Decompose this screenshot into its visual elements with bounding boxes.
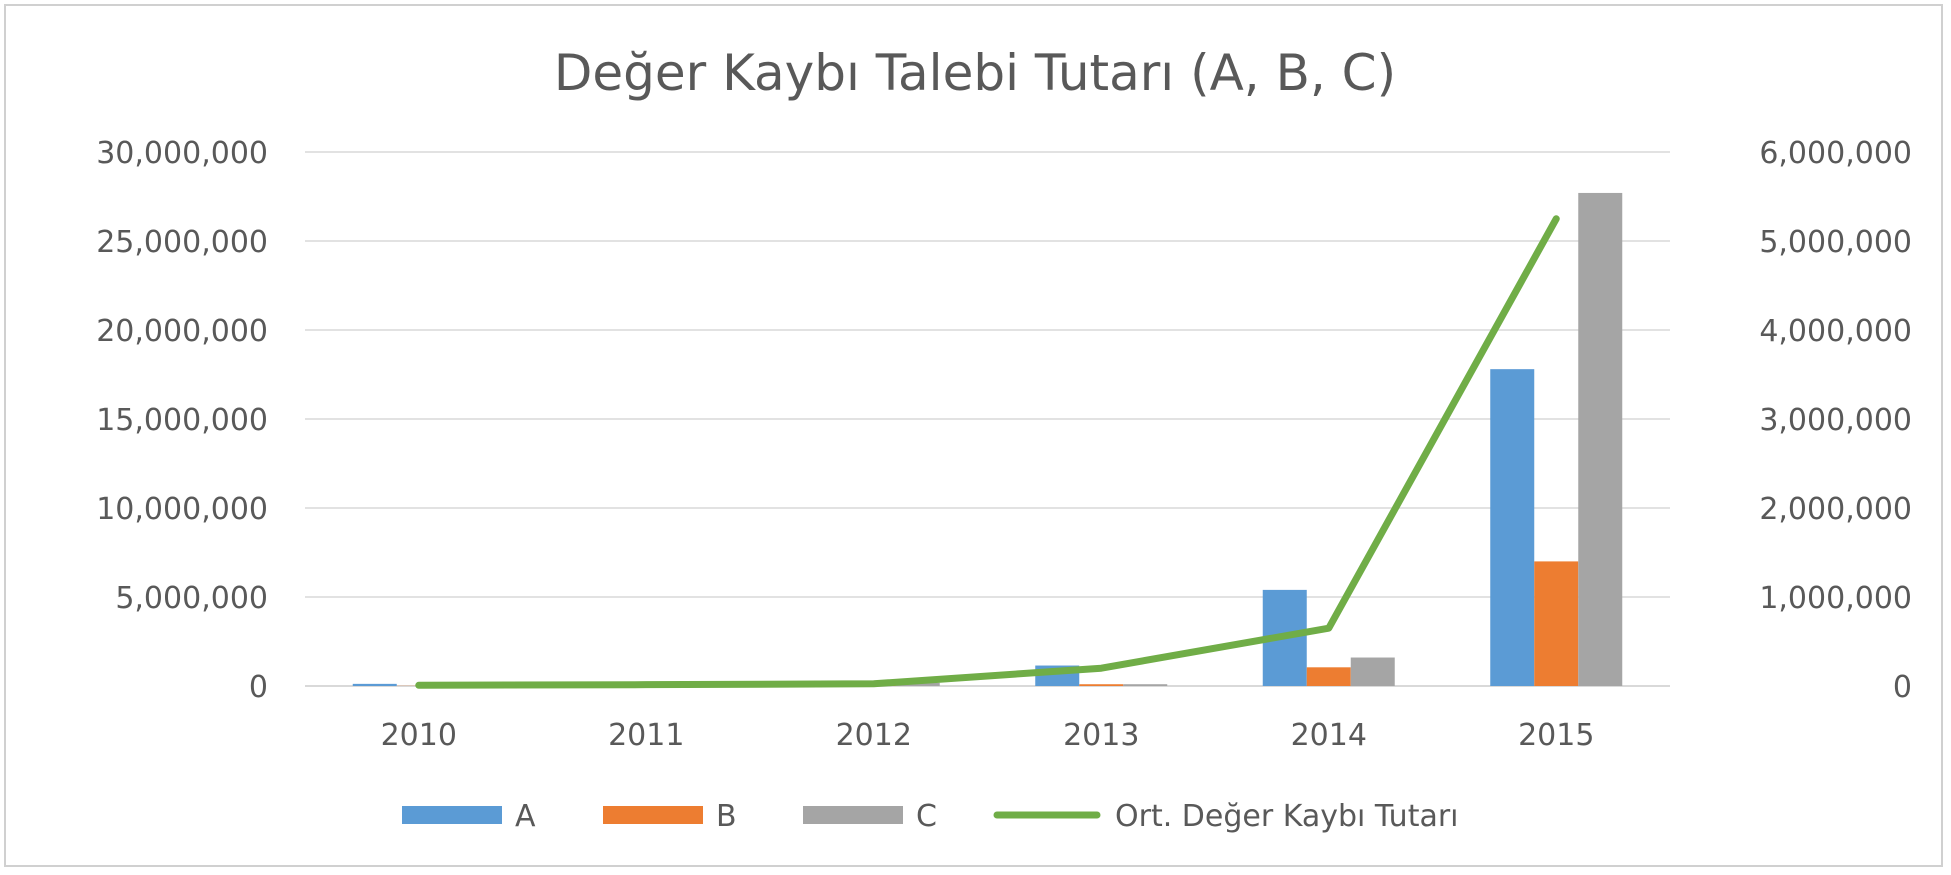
bar-c-2015 bbox=[1578, 192, 1623, 686]
line-ort-deger-kaybi bbox=[415, 215, 1560, 689]
right-axis-ticks: 0 1,000,000 2,000,000 3,000,000 4,000,000 5,0… bbox=[1759, 136, 1912, 705]
legend-label: C bbox=[916, 799, 937, 834]
x-tick-label: 2012 bbox=[836, 718, 912, 753]
x-tick-label: 2013 bbox=[1063, 718, 1139, 753]
line-series bbox=[415, 215, 1560, 689]
bar-b-2015 bbox=[1534, 561, 1579, 686]
legend-swatch bbox=[803, 806, 903, 824]
chart-title: Değer Kaybı Talebi Tutarı (A, B, C) bbox=[554, 44, 1396, 102]
right-tick-label: 1,000,000 bbox=[1759, 581, 1912, 616]
legend-swatch bbox=[402, 806, 502, 824]
gridlines bbox=[305, 151, 1670, 687]
legend: A B C Ort. Değer Kaybı Tutarı bbox=[402, 799, 1459, 834]
legend-label: Ort. Değer Kaybı Tutarı bbox=[1115, 799, 1459, 834]
right-tick-label: 5,000,000 bbox=[1759, 225, 1912, 260]
right-tick-label: 0 bbox=[1893, 670, 1912, 705]
x-axis-ticks: 2010 2011 2012 2013 2014 2015 bbox=[381, 718, 1595, 753]
left-axis-ticks: 0 5,000,000 10,000,000 15,000,000 20,000,000… bbox=[96, 136, 268, 705]
x-tick-label: 2015 bbox=[1518, 718, 1594, 753]
x-tick-label: 2014 bbox=[1291, 718, 1367, 753]
left-tick-label: 25,000,000 bbox=[96, 225, 268, 260]
legend-swatch bbox=[603, 806, 703, 824]
left-tick-label: 15,000,000 bbox=[96, 403, 268, 438]
bar-b-2013 bbox=[1079, 684, 1124, 686]
bar-c-2013 bbox=[1123, 684, 1168, 686]
bar-c-2014 bbox=[1350, 657, 1395, 686]
x-tick-label: 2011 bbox=[608, 718, 684, 753]
legend-label: A bbox=[515, 799, 536, 834]
left-tick-label: 10,000,000 bbox=[96, 492, 268, 527]
legend-label: B bbox=[716, 799, 737, 834]
left-tick-label: 0 bbox=[249, 670, 268, 705]
bar-a-2010 bbox=[352, 683, 397, 686]
right-tick-label: 4,000,000 bbox=[1759, 314, 1912, 349]
left-tick-label: 20,000,000 bbox=[96, 314, 268, 349]
right-tick-label: 3,000,000 bbox=[1759, 403, 1912, 438]
left-tick-label: 5,000,000 bbox=[115, 581, 268, 616]
bar-c-2012 bbox=[895, 682, 940, 686]
right-tick-label: 6,000,000 bbox=[1759, 136, 1912, 171]
bar-b-2014 bbox=[1306, 667, 1351, 686]
left-tick-label: 30,000,000 bbox=[96, 136, 268, 171]
right-tick-label: 2,000,000 bbox=[1759, 492, 1912, 527]
x-tick-label: 2010 bbox=[381, 718, 457, 753]
bar-a-2015 bbox=[1490, 369, 1535, 686]
